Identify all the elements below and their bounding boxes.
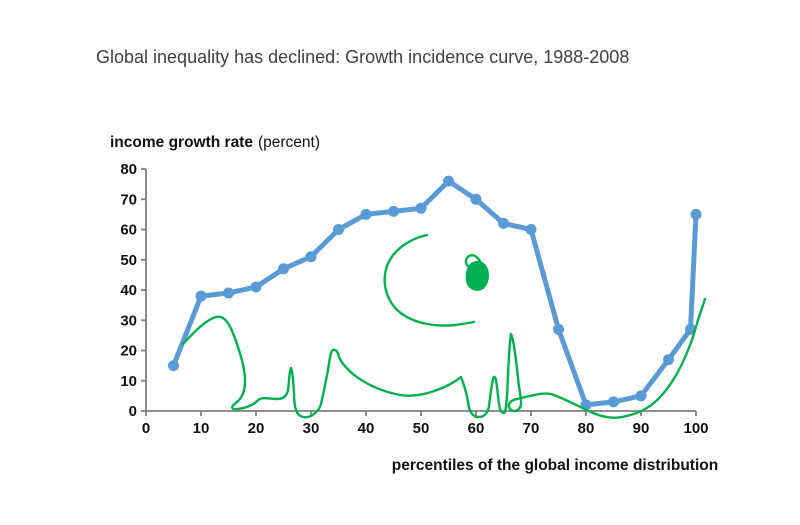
data-point-marker bbox=[360, 208, 372, 220]
data-point-marker bbox=[690, 208, 702, 220]
y-tick-label: 10 bbox=[120, 373, 137, 390]
data-point-marker bbox=[223, 287, 234, 299]
data-point-marker bbox=[685, 323, 696, 335]
data-point-marker bbox=[608, 396, 619, 408]
x-axis-title: percentiles of the global income distrib… bbox=[392, 457, 718, 474]
y-tick-label: 0 bbox=[129, 403, 137, 420]
x-tick-label: 60 bbox=[468, 420, 485, 437]
data-point-marker bbox=[635, 390, 647, 402]
growth-curve-line bbox=[171, 178, 699, 408]
data-point-marker bbox=[553, 323, 564, 335]
data-point-marker bbox=[443, 175, 454, 187]
y-tick-label: 70 bbox=[120, 191, 137, 208]
chart-title: Global inequality has declined: Growth i… bbox=[96, 47, 629, 67]
y-axis-title-main: income growth rate bbox=[110, 134, 253, 151]
y-tick-label: 20 bbox=[120, 343, 137, 360]
growth-curve-series bbox=[168, 175, 702, 411]
x-tick-label: 30 bbox=[303, 420, 320, 437]
x-tick-label: 40 bbox=[358, 420, 375, 437]
elephant-drawing bbox=[181, 233, 707, 419]
y-tick-label: 80 bbox=[120, 161, 137, 178]
y-tick-label: 60 bbox=[120, 222, 137, 239]
data-point-marker bbox=[525, 224, 537, 235]
elephant-eye-curl bbox=[464, 254, 484, 270]
data-point-marker bbox=[470, 193, 482, 205]
y-tick-label: 50 bbox=[120, 252, 137, 269]
y-axis-title: income growth rate (percent) bbox=[110, 134, 320, 151]
elephant-body-legs-trunk bbox=[181, 297, 707, 419]
x-tick-label: 70 bbox=[523, 420, 540, 437]
data-point-marker bbox=[333, 224, 344, 235]
data-point-marker bbox=[305, 251, 317, 263]
x-tick-label: 50 bbox=[413, 420, 430, 437]
data-point-marker bbox=[415, 202, 427, 214]
data-point-marker bbox=[250, 281, 262, 293]
data-point-marker bbox=[168, 360, 179, 372]
y-tick-label: 40 bbox=[120, 282, 137, 299]
data-point-marker bbox=[663, 354, 674, 366]
x-tick-label: 100 bbox=[683, 420, 708, 437]
axes: 0 10 20 30 40 50 60 70 80 90 100 0 10 20 30 40 50 60 70 80 bbox=[120, 161, 708, 437]
data-point-marker bbox=[498, 217, 509, 229]
y-axis-title-unit: (percent) bbox=[258, 134, 320, 151]
data-point-marker bbox=[195, 290, 207, 302]
x-tick-label: 10 bbox=[193, 420, 210, 437]
x-tick-label: 20 bbox=[248, 420, 265, 437]
x-tick-label: 80 bbox=[578, 420, 595, 437]
elephant-head bbox=[383, 233, 476, 327]
data-point-marker bbox=[278, 263, 289, 275]
data-point-marker bbox=[388, 205, 399, 217]
x-tick-label: 0 bbox=[142, 420, 150, 437]
elephant-eye bbox=[465, 260, 489, 291]
y-tick-label: 30 bbox=[120, 312, 137, 329]
x-tick-label: 90 bbox=[633, 420, 650, 437]
